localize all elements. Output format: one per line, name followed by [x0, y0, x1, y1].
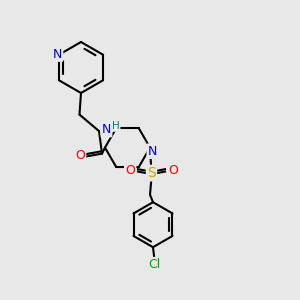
Text: Cl: Cl — [148, 258, 160, 271]
Text: H: H — [112, 121, 119, 131]
Text: N: N — [53, 48, 62, 61]
Text: N: N — [148, 145, 157, 158]
Text: O: O — [168, 164, 178, 177]
Text: O: O — [75, 148, 85, 162]
Text: N: N — [102, 123, 111, 136]
Text: S: S — [147, 166, 156, 180]
Text: O: O — [125, 164, 135, 177]
